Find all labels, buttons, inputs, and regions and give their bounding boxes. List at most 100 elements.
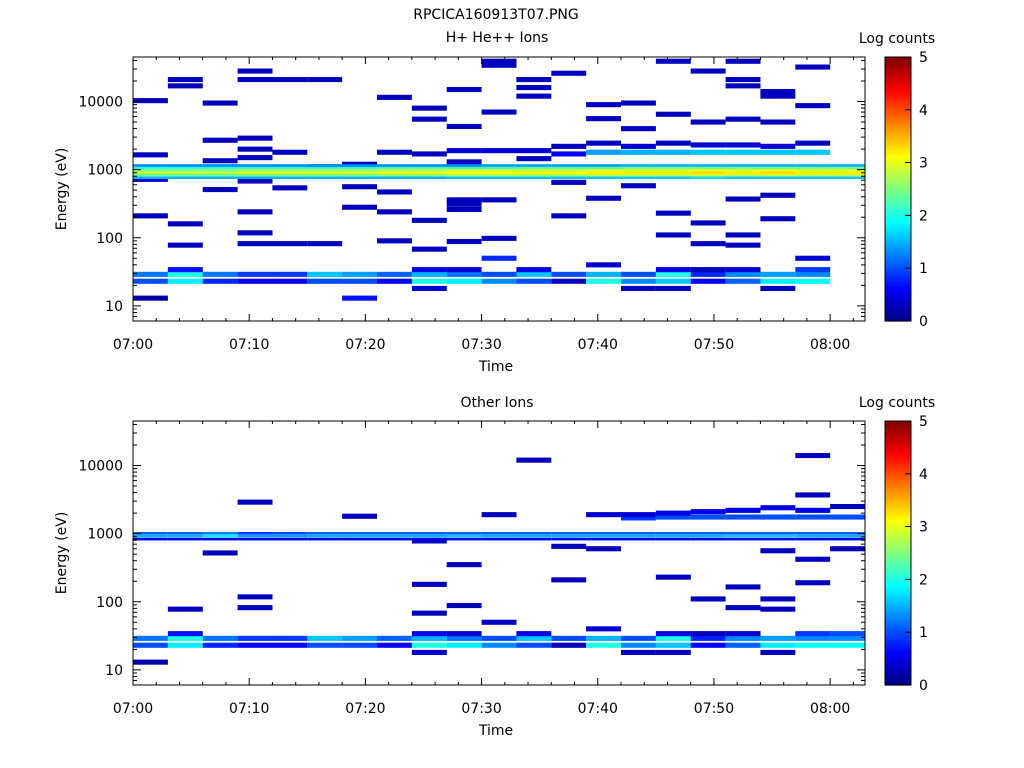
spectrogram-band-cell [830,537,865,541]
colorbar-step [885,471,911,475]
y-tick-label: 100 [96,595,123,611]
spectrogram-band-cell [586,164,621,167]
colorbar-step [885,582,911,586]
spectrogram-cell [621,285,656,291]
spectrogram-cell [411,610,447,616]
colorbar-step [885,315,911,319]
colorbar-step [885,233,911,238]
x-tick-label: 08:00 [810,701,850,717]
spectrogram-band-cell [237,537,273,541]
spectrogram-cell [760,635,796,641]
spectrogram-band-cell [272,537,308,541]
spectrogram-cell [760,642,796,648]
spectrogram-band-cell [237,532,273,535]
colorbar-step [885,123,911,127]
spectrogram-cell [202,158,238,164]
spectrogram-band-cell [516,168,552,172]
spectrogram-cell [760,606,796,612]
panel-2-xlabel: Time [478,723,513,739]
spectrogram-cell [481,62,517,68]
colorbar-step [885,510,911,514]
spectrogram-cell [795,267,831,273]
spectrogram-cell [655,285,691,291]
spectrogram-cell [411,271,447,277]
spectrogram-band-cell [481,173,517,177]
spectrogram-band-cell [272,173,308,177]
spectrogram-band-cell [167,537,203,541]
spectrogram-cell [621,642,656,648]
colorbar-step [885,566,911,570]
spectrogram-cell [481,109,517,115]
colorbar-step [885,297,911,301]
spectrogram-cell [167,242,203,248]
spectrogram-cell [760,149,796,155]
spectrogram-band-cell [655,164,691,167]
spectrogram-cell [516,148,552,154]
spectrogram-cell [551,278,587,284]
colorbar-step [885,284,911,288]
panel-h-he-ions: H+ He++ Ions 07:00 07:10 07:20 07:30 07:40 07… [54,30,935,375]
spectrogram-cell [760,514,796,520]
colorbar-step [885,165,911,169]
spectrogram-band-cell [621,532,656,535]
colorbar-step [885,225,911,230]
spectrogram-cell [760,89,796,95]
colorbar-step [885,426,911,430]
spectrogram-cell [272,278,308,284]
colorbar-step [885,574,911,578]
spectrogram-cell [725,232,761,238]
spectrogram-cell [516,85,552,91]
spectrogram-cell [342,642,377,648]
spectrogram-band-cell [446,537,482,541]
colorbar-step [885,157,911,161]
spectrogram-cell [237,68,273,74]
spectrogram-cell [690,142,726,148]
spectrogram-cell [133,98,168,104]
colorbar-step [885,431,911,435]
colorbar-step [885,133,911,137]
spectrogram-band-cell [446,171,482,174]
spectrogram-cell [411,635,447,641]
colorbar-step [885,492,911,496]
spectrogram-cell [516,77,552,83]
spectrogram-band-cell [795,176,831,179]
colorbar-step [885,452,911,456]
colorbar-tick-label: 1 [919,261,928,277]
spectrogram-cell [516,635,552,641]
spectrogram-cell [202,187,238,193]
colorbar-step [885,539,911,544]
colorbar-step [885,91,911,95]
colorbar-step [885,220,911,224]
spectrogram-band-cell [202,171,238,174]
colorbar-step [885,479,911,483]
colorbar-step [885,648,911,652]
colorbar-step [885,489,911,493]
spectrogram-cell [411,538,447,544]
spectrogram-cell [655,210,691,216]
colorbar-step [885,239,911,243]
spectrogram-cell [133,635,168,641]
spectrogram-cell [133,271,168,277]
spectrogram-band-cell [830,164,865,167]
colorbar-step [885,186,911,190]
spectrogram-band-cell [307,534,343,538]
colorbar-tick-label: 3 [919,520,928,536]
spectrogram-band-cell [725,173,761,177]
colorbar-step [885,204,911,209]
spectrogram-band-cell [830,534,865,538]
spectrogram-cell [307,278,343,284]
spectrogram-band-cell [516,537,552,541]
spectrogram-cell [795,64,831,70]
spectrogram-band-cell [307,176,343,179]
spectrogram-cell [655,267,691,273]
spectrogram-cell [342,295,377,301]
colorbar-step [885,555,911,559]
colorbar-step [885,83,911,87]
colorbar-step [885,608,911,612]
spectrogram-band-cell [342,166,377,170]
colorbar-step [885,587,911,591]
spectrogram-cell [725,631,761,637]
y-tick-label: 10 [105,663,123,679]
spectrogram-cell [725,116,761,122]
colorbar-step [885,558,911,562]
